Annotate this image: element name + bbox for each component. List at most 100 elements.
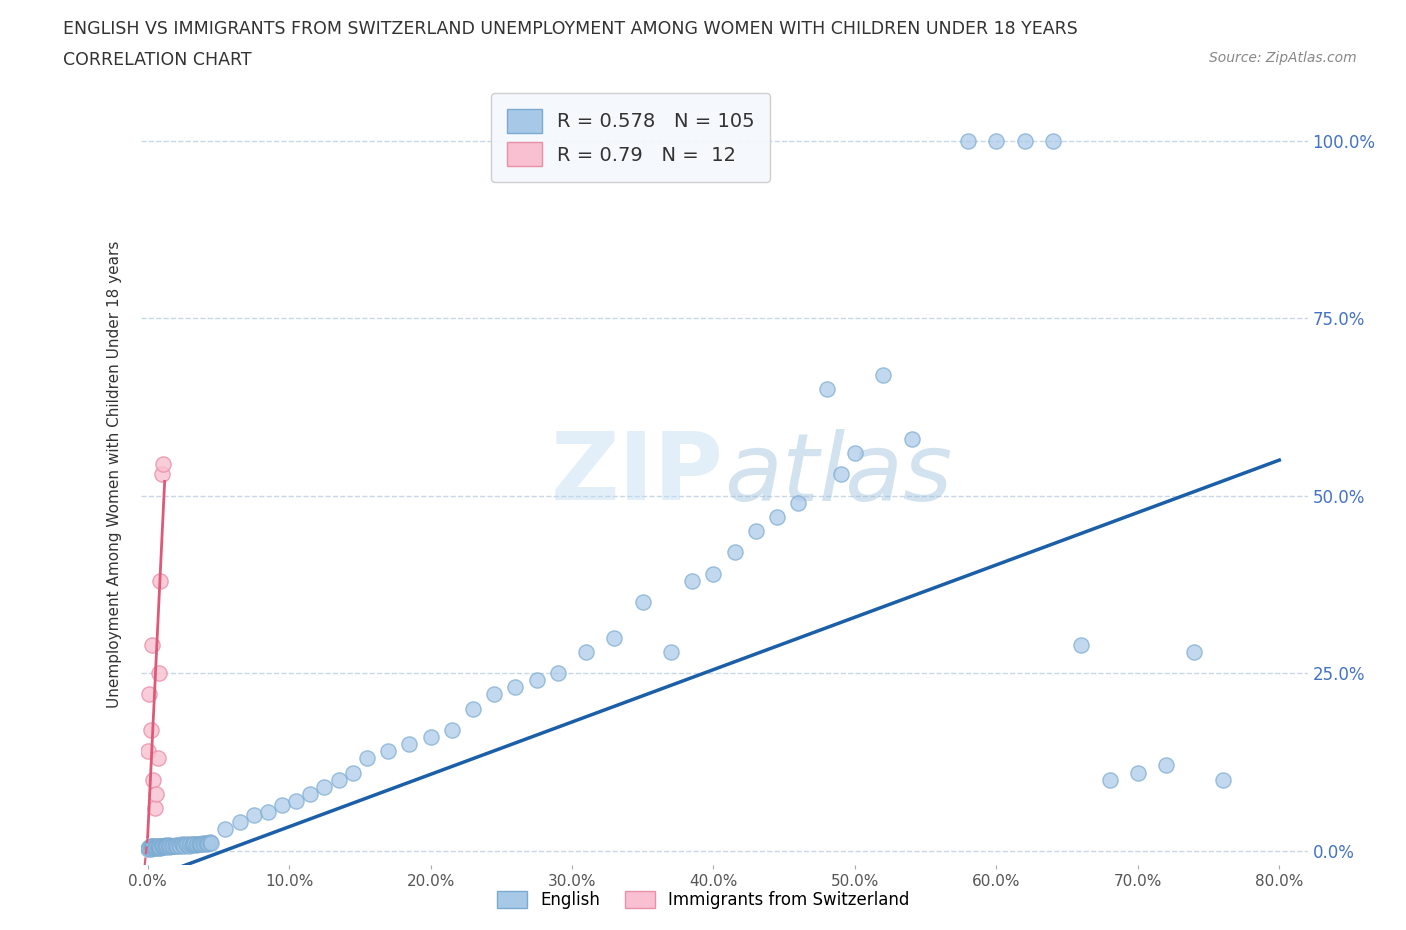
Point [183, 837, 205, 852]
Text: atlas: atlas [724, 429, 952, 520]
Point [172, 838, 194, 853]
Point [155, 838, 177, 853]
Point [484, 687, 506, 702]
Point [142, 772, 165, 787]
Point [187, 837, 209, 852]
Point [184, 838, 207, 853]
Point [145, 787, 167, 802]
Point [153, 840, 176, 855]
Point [1184, 644, 1206, 659]
Legend: R = 0.578   N = 105, R = 0.79   N =  12: R = 0.578 N = 105, R = 0.79 N = 12 [491, 93, 770, 181]
Text: ENGLISH VS IMMIGRANTS FROM SWITZERLAND UNEMPLOYMENT AMONG WOMEN WITH CHILDREN UN: ENGLISH VS IMMIGRANTS FROM SWITZERLAND U… [63, 20, 1078, 38]
Point [200, 835, 222, 850]
Point [136, 841, 159, 856]
Point [526, 672, 548, 687]
Point [155, 839, 177, 854]
Point [152, 838, 174, 853]
Point [152, 840, 174, 855]
Point [170, 837, 193, 852]
Point [702, 566, 724, 581]
Point [191, 835, 214, 850]
Point [228, 815, 250, 830]
Point [179, 837, 201, 852]
Point [681, 574, 703, 589]
Point [163, 839, 186, 854]
Point [197, 835, 219, 850]
Point [138, 840, 160, 855]
Point [177, 838, 200, 853]
Point [139, 839, 162, 854]
Point [242, 808, 264, 823]
Point [1126, 765, 1149, 780]
Point [440, 723, 463, 737]
Point [1098, 772, 1121, 787]
Text: ZIP: ZIP [551, 429, 724, 520]
Point [180, 838, 202, 853]
Point [173, 838, 195, 853]
Point [190, 837, 212, 852]
Point [138, 687, 160, 702]
Point [787, 496, 810, 511]
Point [1042, 133, 1064, 148]
Point [174, 837, 197, 852]
Point [830, 467, 852, 482]
Point [148, 839, 170, 854]
Point [153, 839, 176, 854]
Point [145, 839, 167, 854]
Point [160, 839, 183, 854]
Point [166, 838, 188, 853]
Point [461, 701, 484, 716]
Point [149, 840, 172, 855]
Point [186, 836, 208, 851]
Point [150, 467, 173, 482]
Point [157, 840, 180, 855]
Point [139, 841, 162, 856]
Point [150, 839, 173, 854]
Point [986, 133, 1008, 148]
Point [957, 133, 980, 148]
Point [162, 838, 184, 853]
Point [342, 765, 364, 780]
Point [505, 680, 527, 695]
Point [547, 666, 569, 681]
Point [157, 838, 180, 853]
Point [188, 836, 211, 851]
Point [377, 744, 399, 759]
Legend: English, Immigrants from Switzerland: English, Immigrants from Switzerland [488, 883, 918, 917]
Point [575, 644, 598, 659]
Point [271, 797, 294, 812]
Point [872, 367, 894, 382]
Point [194, 835, 217, 850]
Point [1070, 637, 1092, 652]
Point [193, 836, 215, 851]
Point [143, 841, 166, 856]
Point [142, 839, 165, 854]
Point [299, 787, 322, 802]
Point [398, 737, 420, 751]
Point [143, 840, 166, 855]
Point [141, 838, 163, 853]
Point [146, 838, 169, 853]
Point [176, 838, 198, 853]
Point [603, 631, 626, 645]
Point [138, 841, 160, 856]
Point [159, 838, 181, 853]
Point [142, 841, 165, 856]
Point [1212, 772, 1234, 787]
Point [724, 545, 747, 560]
Point [181, 836, 204, 851]
Point [169, 838, 191, 853]
Point [150, 838, 173, 853]
Y-axis label: Unemployment Among Women with Children Under 18 years: Unemployment Among Women with Children U… [107, 241, 122, 708]
Point [844, 445, 866, 460]
Point [167, 838, 190, 853]
Point [631, 594, 654, 609]
Point [149, 574, 172, 589]
Point [900, 432, 922, 446]
Point [141, 840, 163, 855]
Point [356, 751, 378, 765]
Point [285, 793, 308, 808]
Point [145, 840, 167, 855]
Point [143, 801, 166, 816]
Point [136, 744, 159, 759]
